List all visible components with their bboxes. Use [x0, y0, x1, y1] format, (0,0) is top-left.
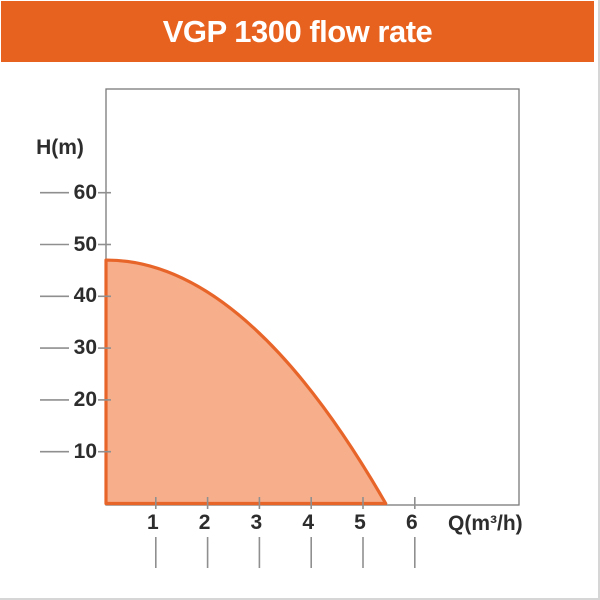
y-tick-label: 10: [73, 439, 97, 463]
y-tick-label: 30: [73, 336, 97, 360]
y-tick-label: 40: [73, 284, 97, 308]
flow-area-curve: [104, 258, 388, 506]
x-tick-label: 3: [250, 511, 263, 534]
x-axis-label: Q(m³/h): [448, 512, 523, 535]
y-tick-label: 20: [73, 387, 97, 411]
x-tick-label: 6: [405, 511, 418, 534]
header-banner: VGP 1300 flow rate: [1, 1, 594, 62]
y-axis-label: H(m): [36, 136, 84, 159]
x-tick-label: 2: [198, 511, 211, 534]
y-tick-label: 60: [73, 180, 97, 204]
page-title: VGP 1300 flow rate: [162, 13, 433, 49]
y-tick-label: 50: [73, 232, 97, 256]
x-tick-label: 5: [354, 511, 366, 534]
x-tick-label: 1: [146, 511, 159, 534]
x-tick-label: 4: [302, 511, 315, 534]
